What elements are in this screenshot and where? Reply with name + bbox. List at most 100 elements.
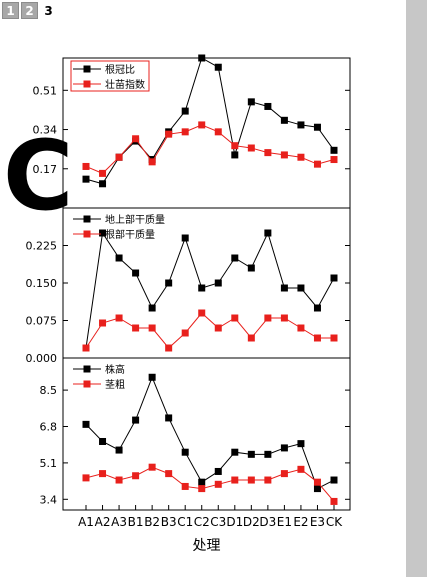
data-point-top-1 <box>330 156 338 164</box>
data-point-bottom-1 <box>99 470 107 478</box>
data-point-bottom-1 <box>264 476 272 484</box>
data-point-bottom-1 <box>214 480 222 488</box>
legend-marker-bottom-0 <box>83 365 91 373</box>
series-line-middle-1 <box>85 312 334 349</box>
legend-marker-top-1 <box>83 80 91 88</box>
data-point-top-0 <box>181 107 189 115</box>
data-point-top-0 <box>264 102 272 110</box>
page-tab-3[interactable]: 3 <box>40 2 57 19</box>
data-point-top-1 <box>132 135 140 143</box>
data-point-bottom-0 <box>165 414 173 422</box>
data-point-middle-0 <box>264 229 272 237</box>
page-tab-2[interactable]: 2 <box>21 2 38 19</box>
data-point-top-0 <box>280 116 288 124</box>
data-point-middle-1 <box>264 314 272 322</box>
data-point-middle-1 <box>313 334 321 342</box>
data-point-bottom-0 <box>280 444 288 452</box>
data-point-top-1 <box>148 158 156 166</box>
x-tick-label: CK <box>326 515 343 529</box>
data-point-middle-1 <box>82 344 90 352</box>
x-tick-label: D1 <box>226 515 243 529</box>
data-point-middle-0 <box>330 274 338 282</box>
x-tick-label: C2 <box>194 515 210 529</box>
data-point-top-1 <box>231 142 239 150</box>
x-axis-label: 处理 <box>193 538 221 554</box>
page-tab-1[interactable]: 1 <box>2 2 19 19</box>
series-line-top-1 <box>85 124 335 174</box>
y-tick-label-top: 0.51 <box>33 84 58 97</box>
x-tick-label: A1 <box>78 515 94 529</box>
data-point-top-1 <box>313 160 321 168</box>
data-point-bottom-1 <box>297 465 305 473</box>
data-point-bottom-1 <box>330 497 338 505</box>
x-tick-label: C3 <box>210 515 226 529</box>
data-point-middle-0 <box>247 264 255 272</box>
data-point-top-1 <box>165 130 173 138</box>
data-point-top-0 <box>231 151 239 159</box>
data-point-middle-1 <box>297 324 305 332</box>
data-point-middle-0 <box>198 284 206 292</box>
data-point-middle-0 <box>297 284 305 292</box>
data-point-middle-1 <box>165 344 173 352</box>
x-tick-label: E2 <box>293 515 308 529</box>
data-point-bottom-1 <box>247 476 255 484</box>
legend-marker-middle-0 <box>83 215 91 223</box>
y-tick-label-bottom: 6.8 <box>40 421 58 434</box>
data-point-top-0 <box>297 121 305 129</box>
data-point-middle-1 <box>247 334 255 342</box>
data-point-middle-1 <box>198 309 206 317</box>
data-point-top-1 <box>198 121 206 129</box>
y-tick-label-bottom: 8.5 <box>40 384 58 397</box>
x-tick-label: A3 <box>111 515 127 529</box>
data-point-middle-1 <box>330 334 338 342</box>
x-tick-label: D2 <box>243 515 260 529</box>
x-tick-label: E1 <box>277 515 292 529</box>
data-point-middle-1 <box>280 314 288 322</box>
data-point-middle-1 <box>148 324 156 332</box>
y-tick-label-bottom: 5.1 <box>40 457 58 470</box>
data-point-top-0 <box>99 180 107 188</box>
data-point-bottom-0 <box>82 420 90 428</box>
data-point-bottom-1 <box>165 470 173 478</box>
data-point-top-1 <box>247 144 255 152</box>
data-point-top-1 <box>264 149 272 157</box>
x-tick-label: E3 <box>310 515 325 529</box>
overlay-letter: C <box>3 120 74 232</box>
data-point-top-0 <box>198 54 206 62</box>
data-point-middle-1 <box>181 329 189 337</box>
data-point-middle-0 <box>214 279 222 287</box>
x-tick-label: B1 <box>128 515 144 529</box>
legend-marker-top-0 <box>83 65 91 73</box>
data-point-middle-1 <box>115 314 123 322</box>
series-line-bottom-1 <box>85 466 335 502</box>
data-point-bottom-0 <box>247 450 255 458</box>
data-point-bottom-1 <box>198 485 206 493</box>
legend-label-middle-0: 地上部干质量 <box>105 213 165 226</box>
data-point-bottom-1 <box>132 472 140 480</box>
y-tick-label-middle: 0.225 <box>26 240 58 253</box>
data-point-middle-0 <box>132 269 140 277</box>
data-point-middle-0 <box>99 229 107 237</box>
data-point-top-0 <box>247 98 255 106</box>
data-point-middle-1 <box>132 324 140 332</box>
data-point-top-1 <box>115 153 123 161</box>
data-point-top-1 <box>82 162 90 170</box>
y-tick-label-top: 0.17 <box>33 163 58 176</box>
data-point-bottom-0 <box>231 448 239 456</box>
data-point-bottom-0 <box>99 437 107 445</box>
data-point-middle-0 <box>181 234 189 242</box>
data-point-bottom-0 <box>264 450 272 458</box>
y-tick-label-middle: 0.000 <box>26 352 58 365</box>
x-tick-label: B3 <box>161 515 177 529</box>
y-tick-label-bottom: 3.4 <box>40 493 58 506</box>
data-point-top-0 <box>82 175 90 183</box>
data-point-bottom-1 <box>231 476 239 484</box>
scrollbar[interactable] <box>406 0 427 577</box>
legend-label-top-0: 根冠比 <box>105 63 135 76</box>
legend-marker-middle-1 <box>83 230 91 238</box>
data-point-middle-0 <box>231 254 239 262</box>
data-point-top-1 <box>280 151 288 159</box>
data-point-top-1 <box>214 128 222 136</box>
legend-label-bottom-1: 茎粗 <box>105 379 125 391</box>
data-point-bottom-1 <box>82 474 90 482</box>
